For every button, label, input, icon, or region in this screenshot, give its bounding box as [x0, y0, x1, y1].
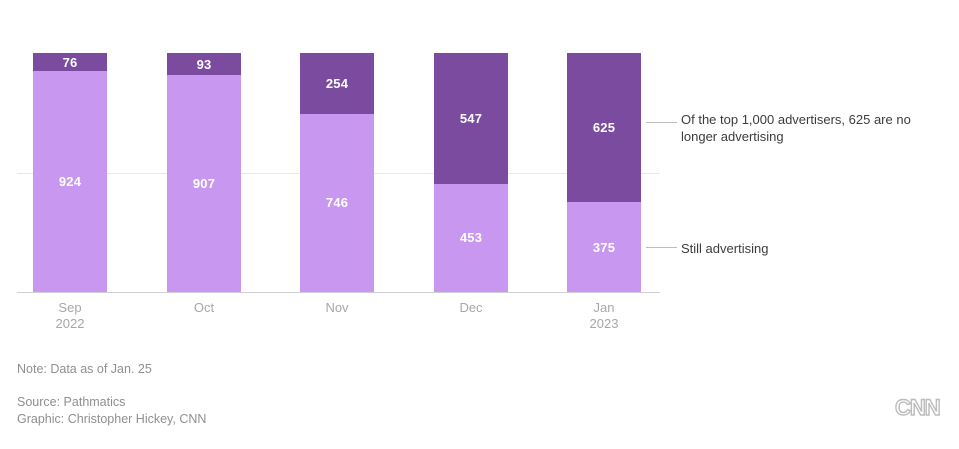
x-tick-line: Dec	[459, 300, 483, 315]
segment-no-longer-advertising-sep-2022: 76	[33, 53, 107, 72]
bar-value-label: 625	[592, 120, 616, 136]
segment-no-longer-advertising-dec: 547	[434, 53, 508, 184]
bar-value-label: 453	[459, 230, 483, 246]
annotation-connector-still	[646, 247, 677, 248]
bar-value-label: 547	[459, 110, 483, 126]
x-axis-line	[17, 292, 660, 293]
bar-nov: 254 746	[300, 53, 374, 292]
segment-still-advertising-dec: 453	[434, 183, 508, 292]
x-tick-line: Nov	[325, 300, 349, 315]
chart-note: Note: Data as of Jan. 25	[17, 362, 152, 376]
bar-value-label: 254	[325, 75, 349, 91]
source-line: Source: Pathmatics	[17, 395, 126, 409]
bar-jan-2023: 625 375	[567, 53, 641, 292]
x-tick-line: Sep	[58, 300, 82, 315]
bar-value-label: 746	[325, 195, 349, 211]
chart-credits: Source: Pathmatics Graphic: Christopher …	[17, 394, 206, 428]
graphic-credit-line: Graphic: Christopher Hickey, CNN	[17, 412, 207, 426]
x-tick-label-oct: Oct	[144, 300, 264, 316]
segment-still-advertising-jan-2023: 375	[567, 202, 641, 292]
bar-value-label: 907	[192, 176, 216, 192]
x-tick-label-jan-2023: Jan 2023	[544, 300, 664, 332]
bar-dec: 547 453	[434, 53, 508, 292]
bar-value-label: 93	[196, 56, 212, 72]
x-tick-line: Oct	[193, 300, 215, 315]
bar-sep-2022: 76 924	[33, 53, 107, 292]
segment-still-advertising-nov: 746	[300, 113, 374, 292]
x-tick-label-sep-2022: Sep 2022	[10, 300, 130, 332]
bar-value-label: 76	[62, 54, 78, 70]
annotation-connector-no-longer	[646, 122, 677, 123]
segment-no-longer-advertising-jan-2023: 625	[567, 53, 641, 203]
bar-value-label: 924	[58, 174, 82, 190]
x-tick-line: 2023	[589, 316, 619, 331]
x-tick-label-nov: Nov	[277, 300, 397, 316]
annotation-no-longer-advertising: Of the top 1,000 advertisers, 625 are no…	[681, 112, 911, 144]
annotation-still-advertising: Still advertising	[681, 241, 769, 256]
segment-still-advertising-sep-2022: 924	[33, 71, 107, 292]
cnn-logo: CNN	[894, 394, 941, 420]
bar-value-label: 375	[592, 239, 616, 255]
segment-still-advertising-oct: 907	[167, 75, 241, 292]
x-tick-line: Jan	[593, 300, 615, 315]
plot-area: 76 924 Sep 2022 93 907 Oct 254 746 Nov 547 453 Dec 62…	[17, 53, 660, 331]
x-tick-label-dec: Dec	[411, 300, 531, 316]
x-tick-line: 2022	[55, 316, 85, 331]
segment-no-longer-advertising-oct: 93	[167, 53, 241, 76]
segment-no-longer-advertising-nov: 254	[300, 53, 374, 114]
bar-oct: 93 907	[167, 53, 241, 292]
